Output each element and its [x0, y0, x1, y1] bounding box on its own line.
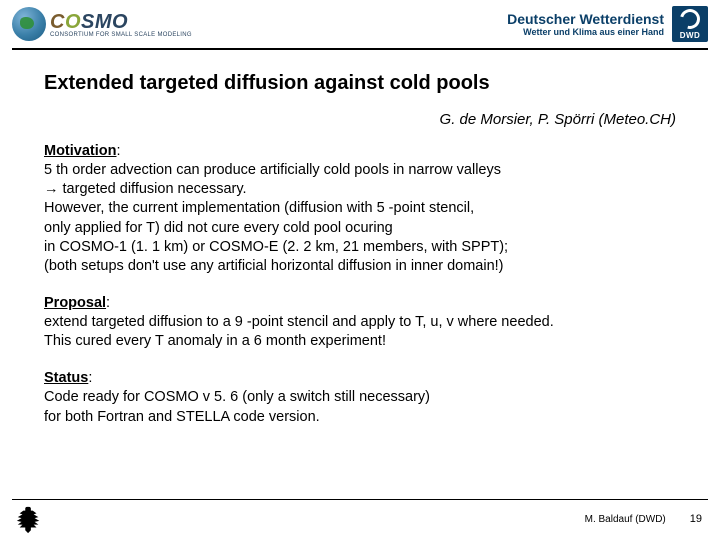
header-right: Deutscher Wetterdienst Wetter und Klima … [507, 6, 708, 42]
motivation-label: Motivation [44, 143, 117, 159]
dwd-name: Deutscher Wetterdienst [507, 11, 664, 27]
page-number: 19 [690, 513, 702, 525]
motivation-body: 5 th order advection can produce artific… [44, 162, 508, 274]
cosmo-wordmark: COSMO CONSORTIUM FOR SMALL SCALE MODELIN… [50, 11, 192, 38]
cosmo-logo: COSMO CONSORTIUM FOR SMALL SCALE MODELIN… [12, 7, 192, 41]
footer-right: M. Baldauf (DWD) 19 [585, 513, 702, 525]
content: Extended targeted diffusion against cold… [0, 50, 720, 499]
proposal-body: extend targeted diffusion to a 9 -point … [44, 314, 554, 349]
page-title: Extended targeted diffusion against cold… [44, 72, 676, 95]
dwd-logo-icon: DWD [672, 6, 708, 42]
proposal-label: Proposal [44, 295, 106, 311]
footer: M. Baldauf (DWD) 19 [0, 500, 720, 540]
cosmo-text: COSMO [50, 11, 192, 34]
authors: G. de Morsier, P. Spörri (Meteo.CH) [44, 111, 676, 128]
status-body: Code ready for COSMO v 5. 6 (only a swit… [44, 389, 430, 424]
globe-icon [12, 7, 46, 41]
presenter: M. Baldauf (DWD) [585, 514, 666, 525]
dwd-row: Deutscher Wetterdienst Wetter und Klima … [507, 6, 708, 42]
header: COSMO CONSORTIUM FOR SMALL SCALE MODELIN… [0, 0, 720, 46]
dwd-abbrev: DWD [680, 31, 701, 40]
slide: COSMO CONSORTIUM FOR SMALL SCALE MODELIN… [0, 0, 720, 540]
status-label: Status [44, 370, 88, 386]
motivation-block: Motivation: 5 th order advection can pro… [44, 142, 676, 276]
header-left: COSMO CONSORTIUM FOR SMALL SCALE MODELIN… [12, 7, 192, 41]
proposal-block: Proposal: extend targeted diffusion to a… [44, 294, 676, 351]
eagle-icon [14, 504, 44, 534]
swirl-icon [676, 5, 703, 32]
cosmo-tagline: CONSORTIUM FOR SMALL SCALE MODELING [50, 32, 192, 38]
status-block: Status: Code ready for COSMO v 5. 6 (onl… [44, 369, 676, 426]
dwd-text: Deutscher Wetterdienst Wetter und Klima … [507, 11, 664, 37]
dwd-sub: Wetter und Klima aus einer Hand [507, 27, 664, 37]
